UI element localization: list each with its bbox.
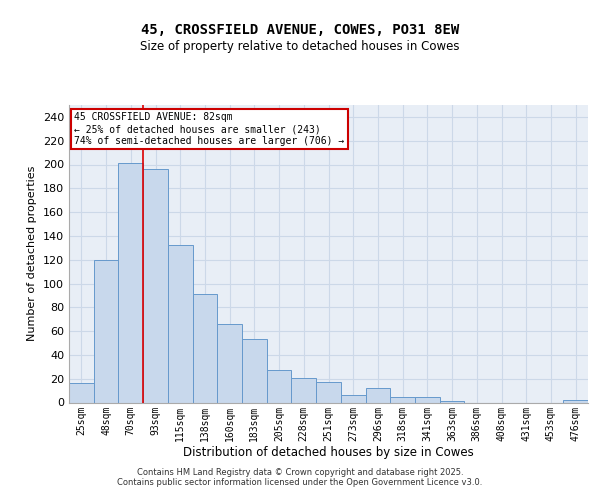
Bar — [390, 396, 415, 402]
Bar — [168, 246, 193, 402]
Bar — [563, 400, 588, 402]
Text: Size of property relative to detached houses in Cowes: Size of property relative to detached ho… — [140, 40, 460, 53]
Bar — [143, 170, 168, 402]
Bar — [415, 396, 440, 402]
Bar — [341, 396, 365, 402]
Bar — [217, 324, 242, 402]
Bar — [69, 384, 94, 402]
Bar — [118, 164, 143, 402]
Bar — [316, 382, 341, 402]
Bar — [292, 378, 316, 402]
Text: Contains HM Land Registry data © Crown copyright and database right 2025.
Contai: Contains HM Land Registry data © Crown c… — [118, 468, 482, 487]
Bar — [365, 388, 390, 402]
Bar — [193, 294, 217, 403]
Bar — [242, 340, 267, 402]
Y-axis label: Number of detached properties: Number of detached properties — [28, 166, 37, 342]
Text: 45 CROSSFIELD AVENUE: 82sqm
← 25% of detached houses are smaller (243)
74% of se: 45 CROSSFIELD AVENUE: 82sqm ← 25% of det… — [74, 112, 344, 146]
Text: 45, CROSSFIELD AVENUE, COWES, PO31 8EW: 45, CROSSFIELD AVENUE, COWES, PO31 8EW — [141, 22, 459, 36]
Bar — [94, 260, 118, 402]
X-axis label: Distribution of detached houses by size in Cowes: Distribution of detached houses by size … — [183, 446, 474, 459]
Bar — [267, 370, 292, 402]
